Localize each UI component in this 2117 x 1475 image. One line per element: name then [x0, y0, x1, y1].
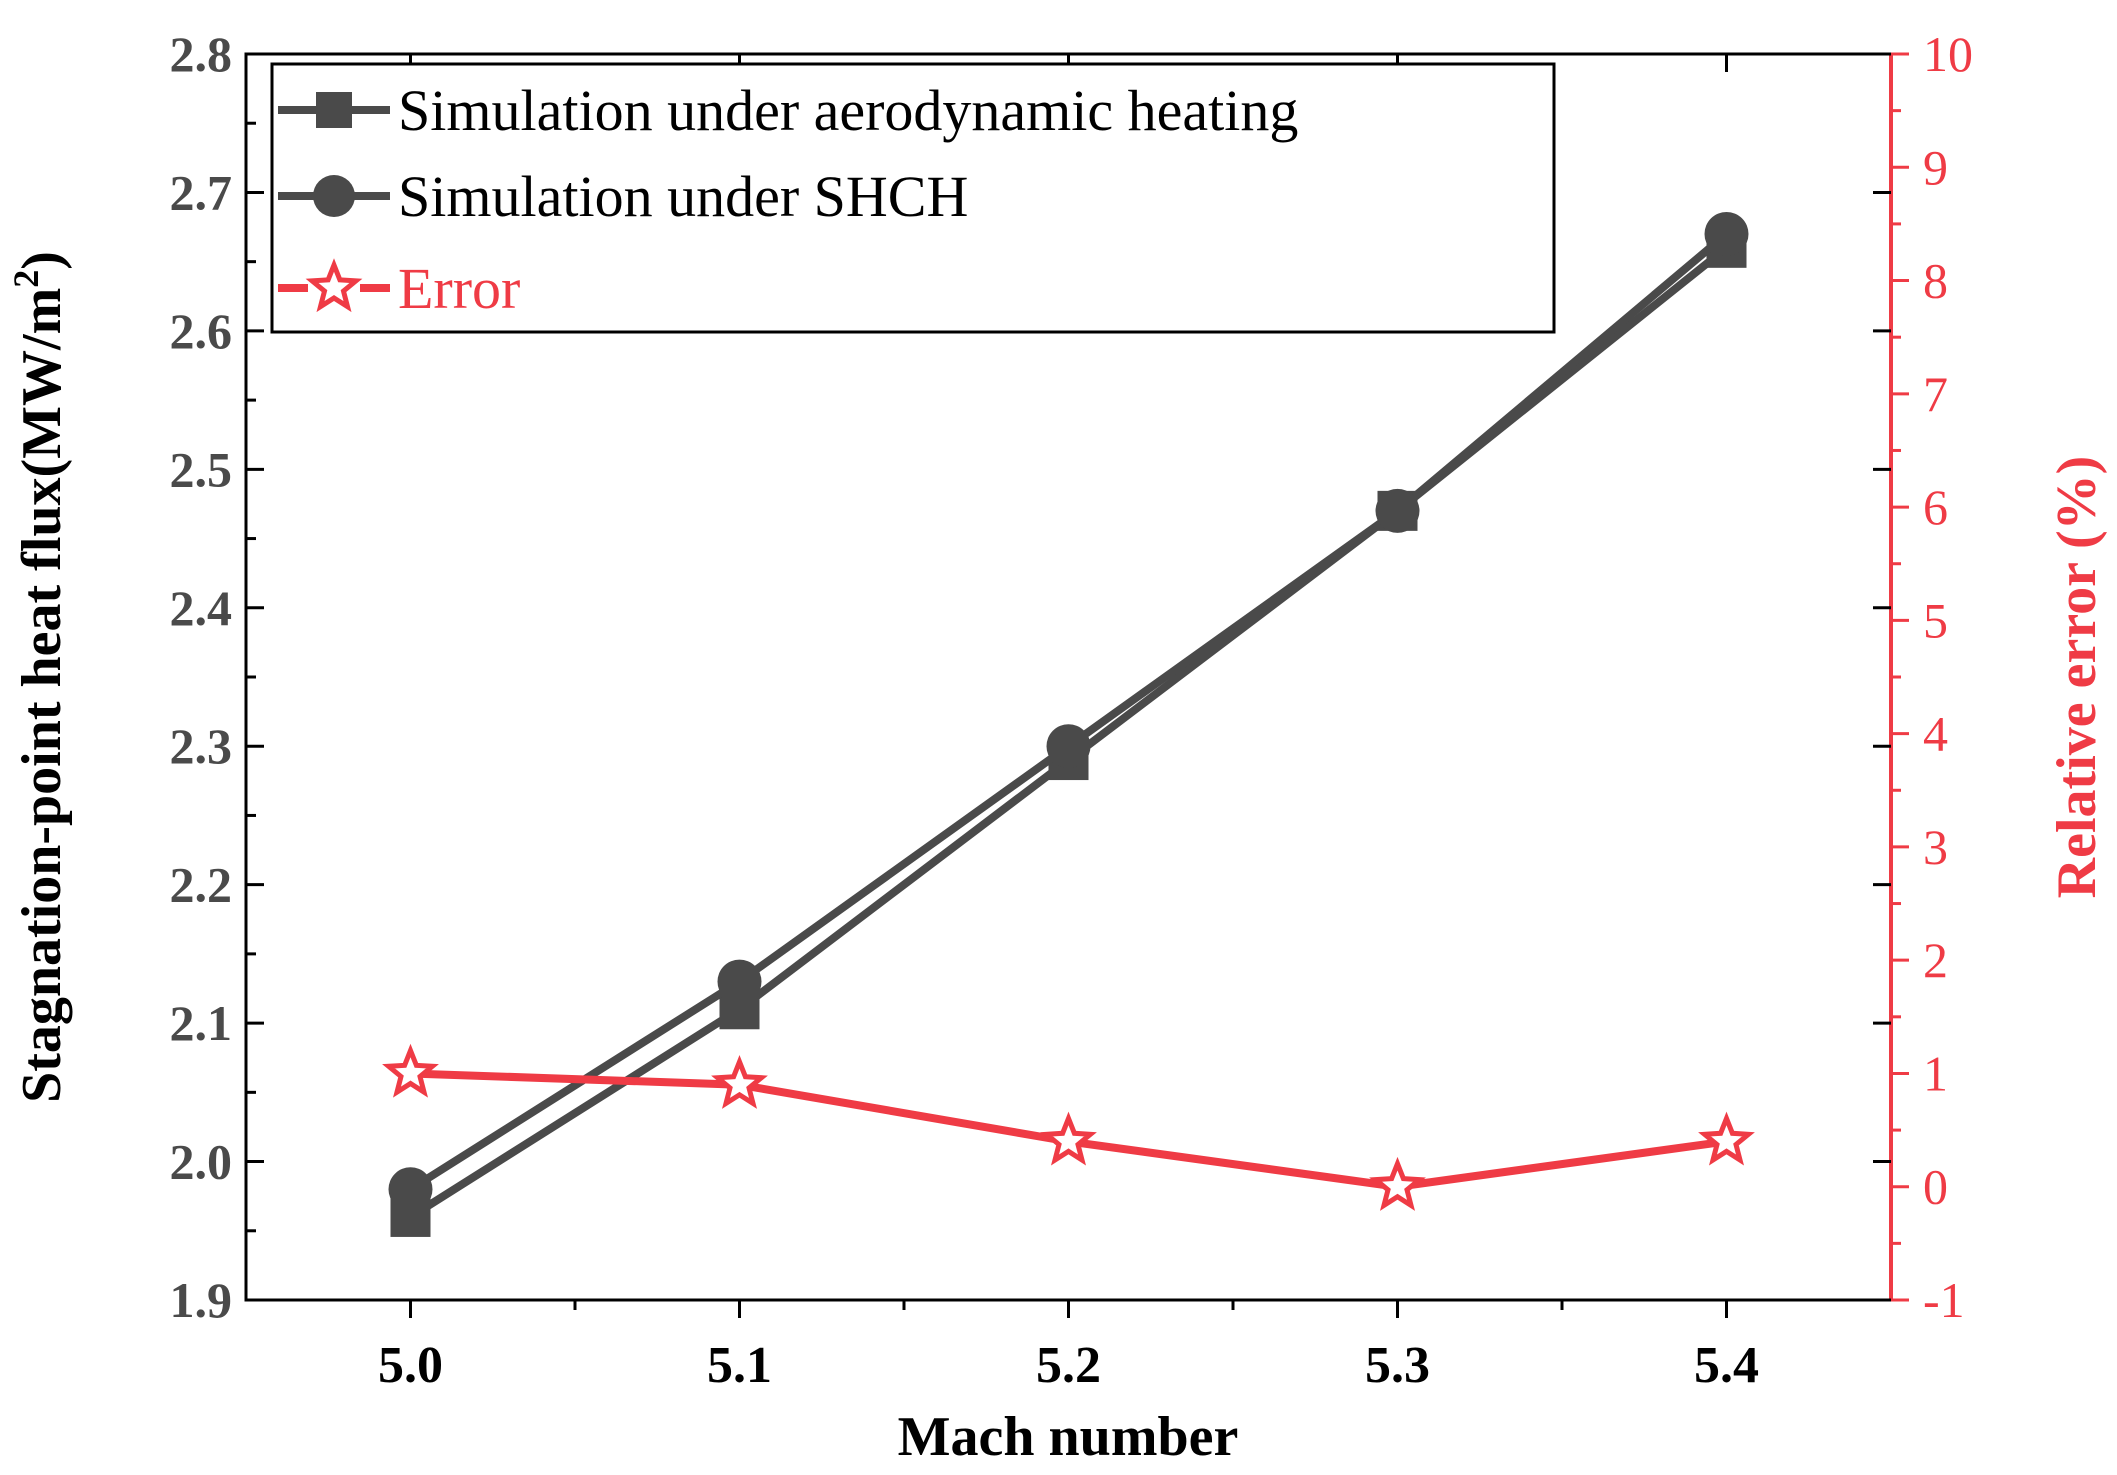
x-tick-label: 5.4 [1694, 1337, 1759, 1394]
data-point-circle [1704, 211, 1749, 256]
legend: Simulation under aerodynamic heating Sim… [270, 62, 1556, 334]
right-tick-label: 10 [1923, 26, 1973, 82]
right-tick-label: 5 [1923, 592, 1948, 648]
y-axis-right-title: Relative error (%) [2046, 456, 2108, 899]
x-tick-label: 5.0 [378, 1337, 443, 1394]
y-axis-left-title: Stagnation-point heat flux(MW/m2) [6, 251, 73, 1103]
legend-label-aerodynamic: Simulation under aerodynamic heating [398, 78, 1298, 143]
legend-star-marker [305, 258, 363, 313]
left-axis-ticks: 1.9 2.0 2.1 2.2 2.3 2.4 2.5 2.6 2.7 2.8 [170, 26, 1891, 1328]
data-point-circle [1046, 724, 1091, 769]
x-axis-ticks: 5.0 5.1 5.2 5.3 5.4 [378, 54, 1759, 1394]
left-tick-label: 2.3 [170, 718, 233, 774]
data-point-circle [1375, 488, 1420, 533]
legend-entry-shch: Simulation under SHCH [278, 164, 968, 229]
right-tick-label: 0 [1923, 1159, 1948, 1215]
right-tick-label: -1 [1923, 1272, 1965, 1328]
legend-label-shch: Simulation under SHCH [398, 164, 968, 229]
left-tick-label: 2.0 [170, 1134, 233, 1190]
data-point-star [1040, 1111, 1097, 1166]
left-tick-label: 2.2 [170, 857, 233, 913]
left-tick-label: 2.7 [170, 164, 233, 220]
data-point-circle [388, 1167, 433, 1212]
right-axis-ticks: -1 0 1 2 3 4 5 6 7 8 9 10 [1891, 26, 1973, 1328]
data-point-star [382, 1043, 439, 1098]
right-tick-label: 7 [1923, 366, 1948, 422]
right-tick-label: 9 [1923, 139, 1948, 195]
data-point-circle [717, 959, 762, 1004]
left-tick-label: 2.8 [170, 26, 233, 82]
right-tick-label: 3 [1923, 819, 1948, 875]
x-tick-label: 5.3 [1365, 1337, 1430, 1394]
left-tick-label: 1.9 [170, 1272, 233, 1328]
legend-label-error: Error [398, 256, 520, 321]
left-tick-label: 2.5 [170, 441, 233, 497]
left-tick-label: 2.4 [170, 580, 233, 636]
legend-entry-aerodynamic: Simulation under aerodynamic heating [278, 78, 1298, 143]
series-line [408, 230, 1730, 1193]
legend-box [270, 62, 1556, 334]
series-layer [382, 211, 1755, 1237]
x-axis-title: Mach number [898, 1406, 1239, 1468]
legend-entry-error: Error [278, 256, 520, 321]
legend-square-marker [316, 92, 352, 128]
data-point-star [1698, 1111, 1755, 1166]
right-tick-label: 1 [1923, 1045, 1948, 1101]
right-tick-label: 6 [1923, 479, 1948, 535]
data-point-star [711, 1055, 768, 1109]
right-tick-label: 8 [1923, 253, 1948, 309]
x-tick-label: 5.1 [707, 1337, 772, 1394]
legend-circle-marker [313, 175, 355, 217]
right-tick-label: 4 [1923, 706, 1948, 762]
left-tick-label: 2.6 [170, 303, 233, 359]
left-tick-label: 2.1 [170, 995, 233, 1051]
right-tick-label: 2 [1923, 932, 1948, 988]
data-point-star [1369, 1156, 1426, 1211]
x-tick-label: 5.2 [1036, 1337, 1101, 1394]
